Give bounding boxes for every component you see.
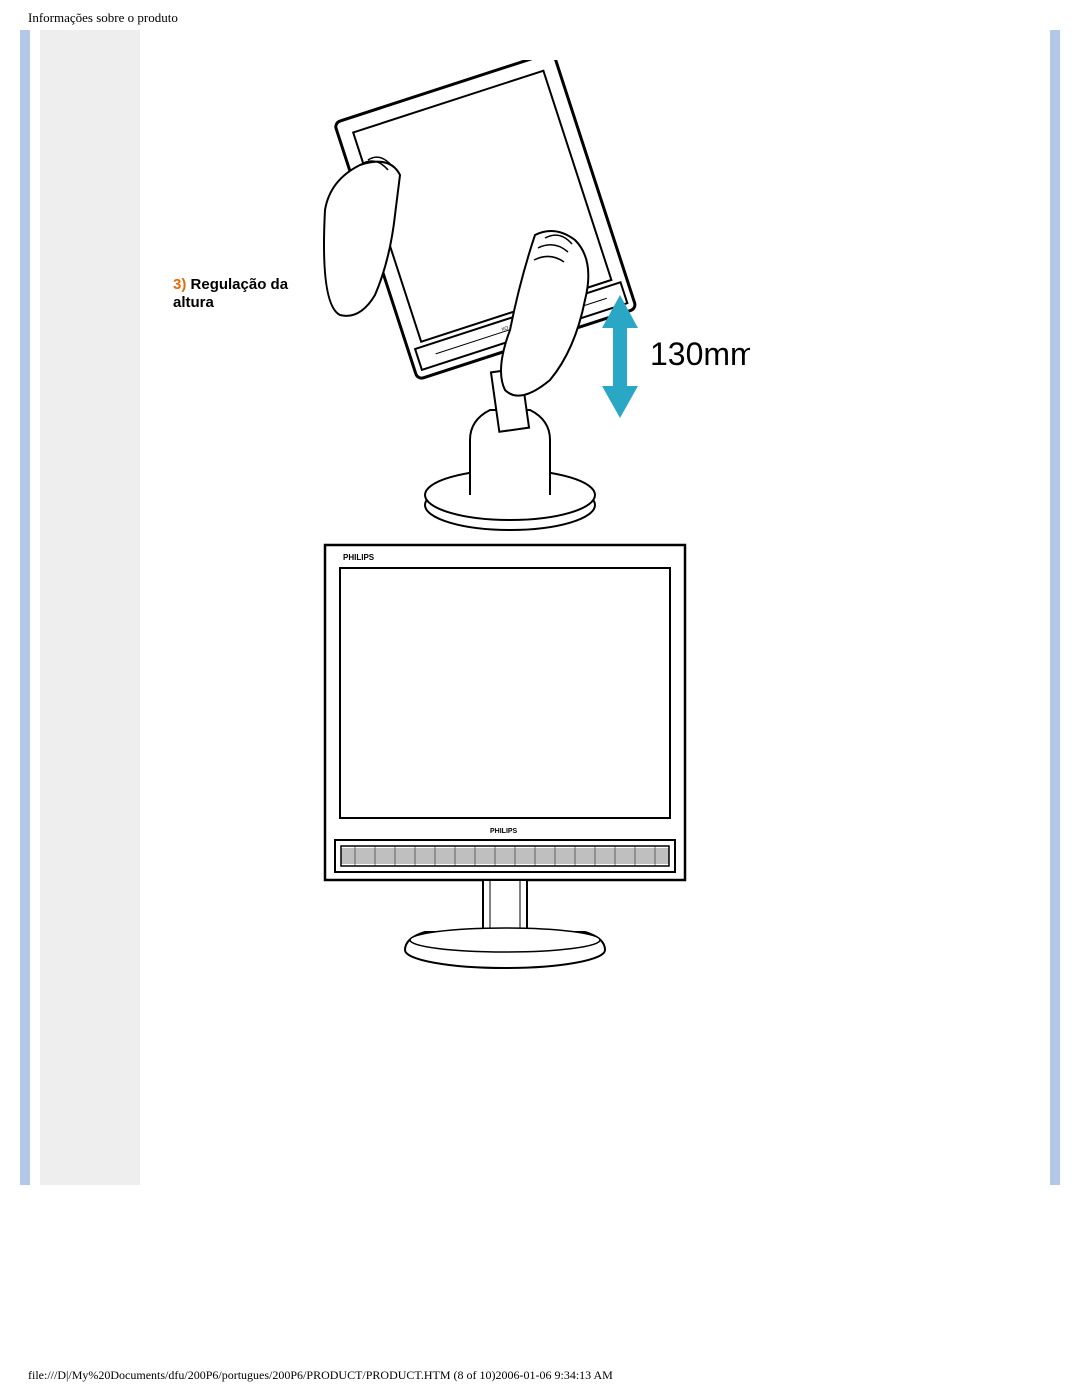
footer-file-path: file:///D|/My%20Documents/dfu/200P6/port… <box>28 1368 613 1383</box>
page-header-title: Informações sobre o produto <box>28 10 178 26</box>
section-title: Regulação da altura <box>173 276 288 311</box>
page-frame: 3) Regulação da altura XO XO UK XO CD xO <box>20 30 1060 1185</box>
brand-logo-top: PHILIPS <box>343 553 375 562</box>
section-number: 3) <box>173 276 186 293</box>
height-adjust-illustration: XO XO UK XO CD xO 130mm <box>320 60 750 540</box>
left-sidebar <box>40 30 140 1185</box>
content-area: 3) Regulação da altura XO XO UK XO CD xO <box>30 30 1050 1185</box>
brand-logo-bottom: PHILIPS <box>490 828 518 835</box>
section-heading: 3) Regulação da altura <box>173 276 303 312</box>
height-label: 130mm <box>650 336 750 372</box>
monitor-front-illustration: PHILIPS PHILIPS <box>315 540 695 970</box>
